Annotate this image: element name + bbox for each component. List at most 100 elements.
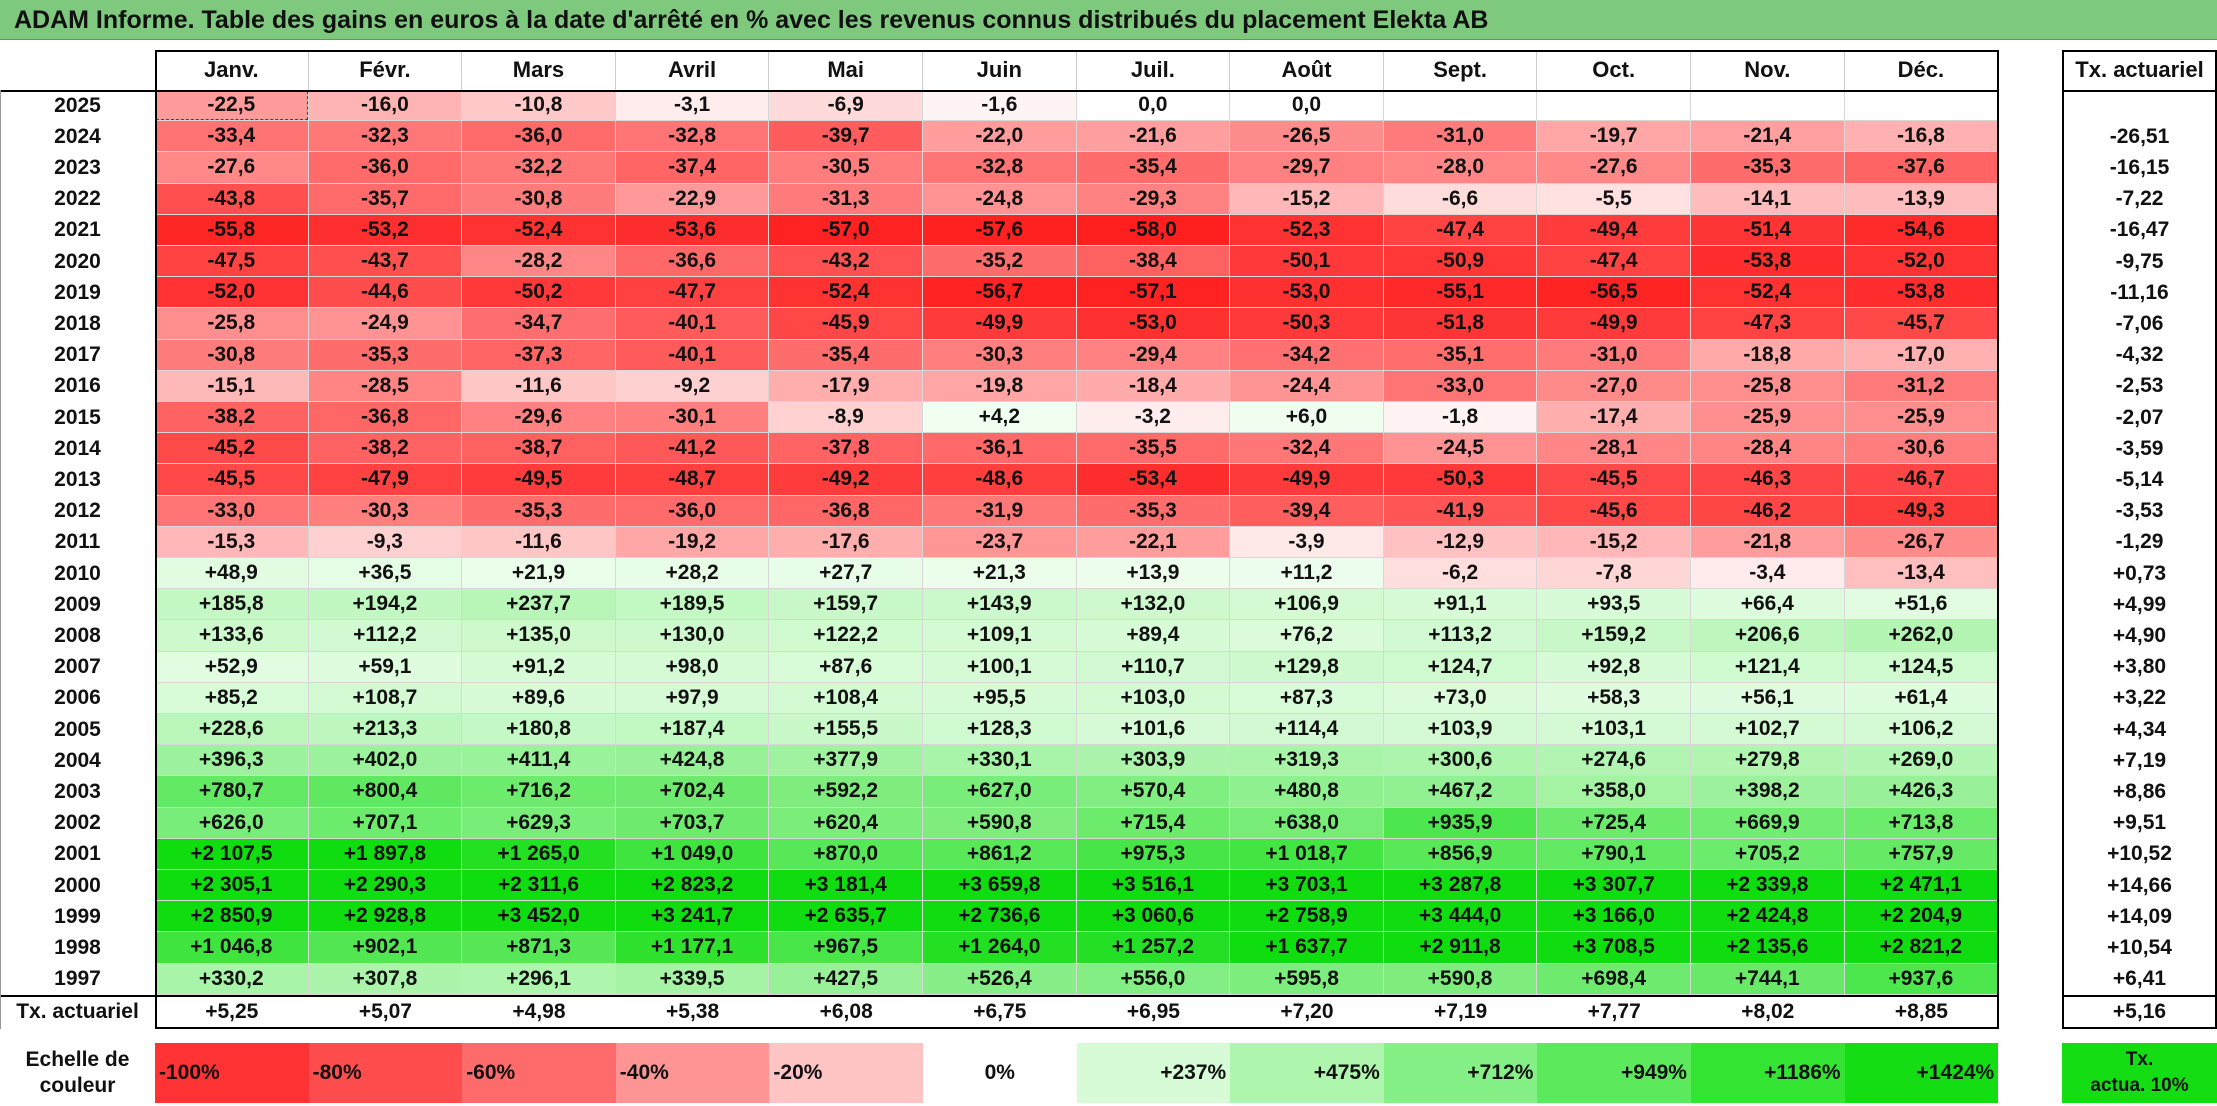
table-cell: -50,3 [1383,464,1538,496]
table-cell: +800,4 [308,776,463,808]
table-cell: -5,5 [1537,183,1691,215]
table-cell: +228,6 [155,714,309,746]
table-cell: -53,0 [1076,308,1231,340]
footer-divider [0,994,2000,997]
table-cell: -3,9 [1230,526,1384,558]
table-cell: -18,4 [1076,370,1231,402]
footer-cell: +8,85 [1894,999,1948,1023]
table-cell: +902,1 [308,932,463,964]
table-cell: -45,2 [155,433,309,465]
tx-actuariel-cell: +14,09 [2107,904,2172,928]
table-cell: -47,3 [1691,308,1845,340]
table-cell: +129,8 [1230,651,1384,683]
table-cell: +3 703,1 [1230,870,1384,902]
table-cell: -49,5 [462,464,616,496]
legend-swatch: +475% [1230,1043,1384,1103]
year-label: 2021 [54,218,101,242]
table-cell: -38,2 [155,402,309,434]
year-label: 2025 [54,93,101,117]
year-label: 2014 [54,436,101,460]
table-cell: +3 287,8 [1383,870,1538,902]
table-cell: -9,2 [615,370,770,402]
tx-actuariel-cell: -2,07 [2115,405,2164,429]
table-cell: +143,9 [923,589,1077,621]
tx-actuariel-cell: +0,73 [2112,561,2167,585]
footer-cell: +6,95 [1126,999,1180,1023]
table-cell: +1 018,7 [1230,838,1384,870]
month-header: Mars [462,50,616,90]
footer-label: Tx. actuariel [16,999,139,1023]
table-cell: -43,8 [155,183,309,215]
table-cell: -36,1 [923,433,1077,465]
year-label: 2013 [54,467,101,491]
table-cell: +1 265,0 [462,838,616,870]
table-cell: -57,0 [769,214,923,246]
table-cell: +2 290,3 [308,870,463,902]
year-label: 2019 [54,280,101,304]
footer-cell: +4,98 [512,999,566,1023]
table-cell: +106,2 [1844,714,1999,746]
table-cell: +620,4 [769,807,923,839]
year-label: 2004 [54,748,101,772]
header-divider [0,90,2000,92]
table-cell: +3 241,7 [615,901,770,933]
table-cell: +319,3 [1230,745,1384,777]
table-cell: -26,7 [1844,526,1999,558]
table-cell: +52,9 [155,651,309,683]
table-cell: +715,4 [1076,807,1231,839]
table-cell: -44,6 [308,277,463,309]
table-cell: -45,5 [155,464,309,496]
tx-actuariel-cell: +10,52 [2107,842,2172,866]
table-cell: -43,2 [769,246,923,278]
legend-swatch: +949% [1537,1043,1691,1103]
table-cell: +4,2 [923,402,1077,434]
table-cell: +2 911,8 [1383,932,1538,964]
table-cell: -31,0 [1383,121,1538,153]
table-cell: +2 471,1 [1844,870,1999,902]
tx-actuariel-cell: -1,29 [2115,530,2164,554]
table-cell: -36,0 [615,495,770,527]
year-label: 2007 [54,655,101,679]
tx-actuariel-cell: +3,80 [2112,655,2167,679]
table-cell: -36,6 [615,246,770,278]
table-cell: -19,2 [615,526,770,558]
table-cell: +1 046,8 [155,932,309,964]
table-cell: -34,2 [1230,339,1384,371]
table-cell: +36,5 [308,558,463,590]
year-label: 1997 [54,967,101,991]
table-cell: +705,2 [1691,838,1845,870]
table-cell: -22,0 [923,121,1077,153]
table-cell: -39,7 [769,121,923,153]
table-cell: +780,7 [155,776,309,808]
table-cell: -56,5 [1537,277,1691,309]
tx-actuariel-header: Tx. actuariel [2075,57,2204,82]
table-cell: +3 659,8 [923,870,1077,902]
legend-swatch: +712% [1383,1043,1538,1103]
table-cell: +2 135,6 [1691,932,1845,964]
footer-cell: +7,77 [1587,999,1641,1023]
table-cell: -36,8 [769,495,923,527]
table-cell: -32,8 [923,152,1077,184]
table-cell: -43,7 [308,246,463,278]
legend-swatch: -20% [769,1043,923,1103]
month-header: Juil. [1077,50,1231,90]
table-cell: +426,3 [1844,776,1999,808]
month-header: Janv. [155,50,309,90]
table-cell [1383,90,1538,122]
table-cell: +237,7 [462,589,616,621]
table-cell: -1,6 [923,90,1077,122]
table-cell: -28,1 [1537,433,1691,465]
table-cell: -49,4 [1537,214,1691,246]
table-cell: -56,7 [923,277,1077,309]
table-cell: -50,9 [1383,246,1538,278]
table-cell: +595,8 [1230,963,1384,995]
table-cell: +102,7 [1691,714,1845,746]
table-cell: -40,1 [615,308,770,340]
year-label: 2017 [54,343,101,367]
table-cell: +330,2 [155,963,309,995]
table-cell: -25,9 [1844,402,1999,434]
table-cell: +124,5 [1844,651,1999,683]
table-cell: +707,1 [308,807,463,839]
table-cell: -46,3 [1691,464,1845,496]
tx-actuariel-cell: +7,19 [2112,748,2167,772]
